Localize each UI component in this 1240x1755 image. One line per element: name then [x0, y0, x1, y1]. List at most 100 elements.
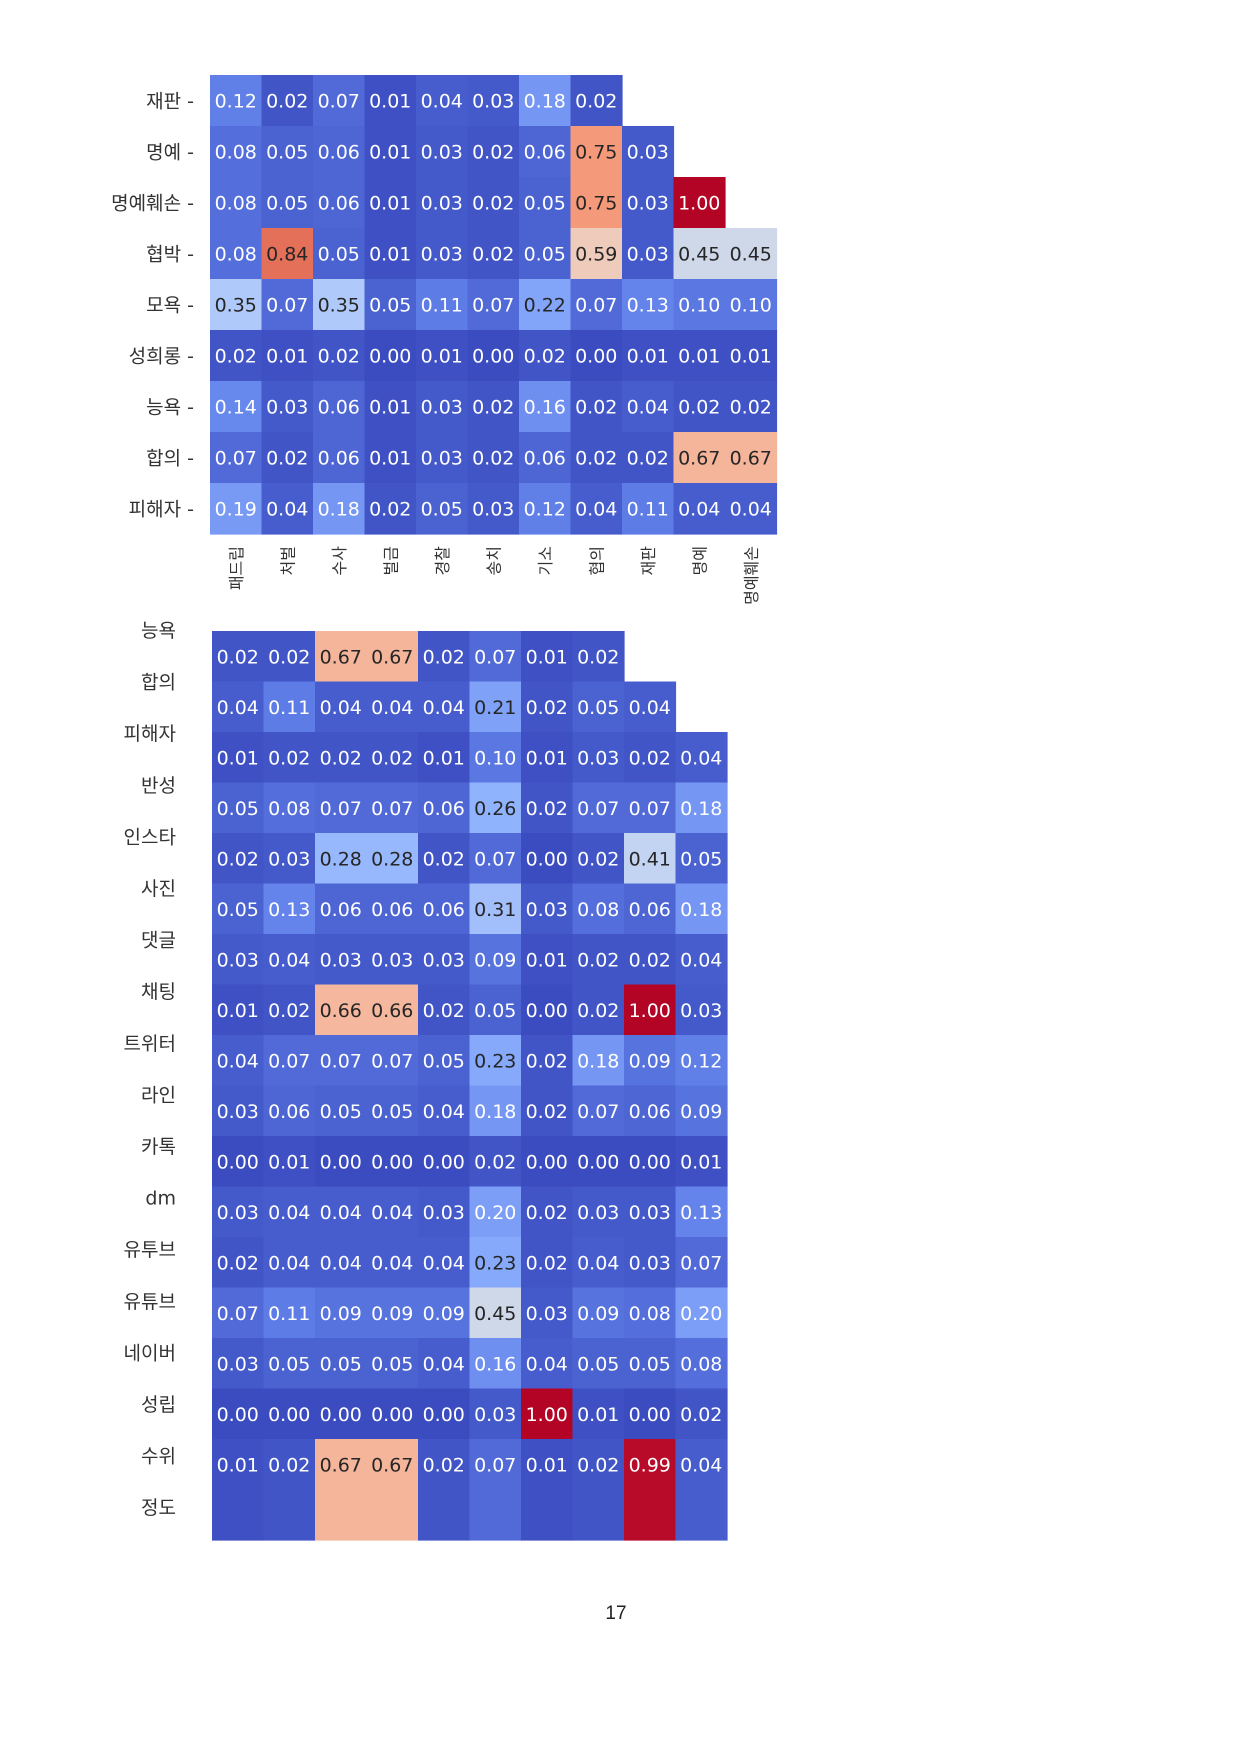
cell-value-label: 0.01: [217, 1000, 259, 1022]
heatmap-cell: [366, 1338, 419, 1390]
cell-value-label: 0.00: [526, 1000, 568, 1022]
heatmap-cell: [263, 631, 316, 683]
cell-value-label: 0.04: [526, 1353, 568, 1375]
cell-value-label: 0.35: [215, 295, 257, 317]
heatmap-cell: [364, 228, 417, 280]
cell-value-label: 0.12: [215, 91, 257, 113]
row-label: 채팅: [141, 981, 176, 1003]
heatmap-cell: [675, 1085, 728, 1137]
heatmap-cell: [725, 483, 778, 535]
cell-value-label: 0.04: [217, 1050, 259, 1072]
cell-value-label: 0.18: [577, 1050, 619, 1072]
heatmap-cell: [263, 934, 316, 986]
heatmap-cell: [572, 1237, 625, 1289]
heatmap-cell: [261, 228, 314, 280]
page-number: 17: [605, 1603, 627, 1624]
heatmap-cell: [416, 279, 469, 331]
heatmap-cell: [418, 1186, 471, 1238]
heatmap-cell: [469, 1186, 522, 1238]
cell-value-label: 0.01: [217, 1454, 259, 1476]
cell-value-label: 0.01: [369, 91, 411, 113]
heatmap-cell: [572, 732, 625, 784]
cell-value-label: 0.16: [524, 397, 566, 419]
heatmap-cell: [521, 984, 574, 1036]
cell-value-label: 0.02: [423, 848, 465, 870]
cell-value-label: 0.02: [575, 397, 617, 419]
heatmap-cell: [469, 1338, 522, 1390]
cell-value-label: 0.04: [575, 499, 617, 521]
heatmap-cell: [364, 177, 417, 229]
heatmap-cell: [364, 75, 417, 127]
heatmap-cell: [263, 782, 316, 834]
heatmap-cell: [212, 1035, 265, 1087]
heatmap-cell: [261, 279, 314, 331]
heatmap-cell: [212, 1186, 265, 1238]
heatmap-cell: [366, 681, 419, 733]
cell-value-label: 0.10: [678, 295, 720, 317]
cell-value-label: 0.03: [421, 244, 463, 266]
heatmap-cell: [261, 381, 314, 433]
heatmap-cell: [315, 1439, 368, 1491]
column-label: 경찰: [433, 546, 452, 576]
cell-value-label: 0.03: [526, 1303, 568, 1325]
cell-value-label: 0.05: [577, 697, 619, 719]
cell-value-label: 0.67: [371, 1454, 413, 1476]
cell-value-label: 0.00: [268, 1404, 310, 1426]
cell-value-label: 0.05: [268, 1353, 310, 1375]
heatmap-cell: [263, 732, 316, 784]
cell-value-label: 0.05: [266, 193, 308, 215]
cell-value-label: 0.00: [371, 1404, 413, 1426]
cell-value-label: 0.05: [371, 1101, 413, 1123]
cell-value-label: 0.07: [474, 1454, 516, 1476]
heatmap-cell: [313, 75, 366, 127]
heatmap-cell: [675, 1388, 728, 1440]
heatmap-cell: [313, 279, 366, 331]
heatmap-cell: [467, 126, 520, 178]
cell-value-label: 0.03: [680, 1000, 722, 1022]
cell-value-label: 0.04: [680, 949, 722, 971]
cell-value-label: 0.06: [423, 798, 465, 820]
column-label: 재판: [639, 546, 658, 576]
heatmap-cell: [725, 279, 778, 331]
heatmap-cell: [418, 1338, 471, 1390]
column-label: 명예: [690, 546, 709, 575]
heatmap-cell: [725, 228, 778, 280]
cell-value-label: 0.08: [577, 899, 619, 921]
heatmap-cell: [624, 782, 677, 834]
row-label: 인스타: [124, 826, 176, 848]
heatmap-cell: [469, 1136, 522, 1188]
heatmap-cell: [624, 1338, 677, 1390]
heatmap-cell: [418, 833, 471, 885]
cell-value-label: 0.06: [318, 448, 360, 470]
cell-value-label: 0.01: [627, 346, 669, 368]
cell-value-label: 0.01: [268, 1151, 310, 1173]
heatmap-cell: [210, 75, 263, 127]
column-label: 수사: [330, 546, 349, 576]
cell-value-label: 0.02: [680, 1404, 722, 1426]
cell-value-label: 0.07: [320, 798, 362, 820]
cell-value-label: 0.10: [730, 295, 772, 317]
cell-value-label: 0.05: [524, 193, 566, 215]
cell-value-label: 0.04: [217, 697, 259, 719]
heatmap-cell: [416, 381, 469, 433]
heatmap-cell: [572, 782, 625, 834]
heatmap-cell: [315, 883, 368, 935]
heatmap-cell: [261, 75, 314, 127]
heatmap-cell: [521, 732, 574, 784]
heatmap-cell: [469, 631, 522, 683]
heatmap-cell: [673, 228, 726, 280]
cell-value-label: 0.26: [474, 798, 516, 820]
heatmap-cell: [364, 279, 417, 331]
heatmap-cell: [315, 732, 368, 784]
cell-value-label: 0.84: [266, 244, 308, 266]
cell-value-label: 0.67: [678, 448, 720, 470]
cell-value-label: 0.04: [629, 697, 671, 719]
cell-value-label: 0.16: [474, 1353, 516, 1375]
cell-value-label: 0.06: [423, 899, 465, 921]
cell-value-label: 0.07: [680, 1252, 722, 1274]
heatmap-cell: [675, 1439, 728, 1491]
cell-value-label: 0.08: [268, 798, 310, 820]
heatmap-cell: [313, 381, 366, 433]
heatmap-cell: [570, 228, 623, 280]
heatmap-cell: [366, 1186, 419, 1238]
